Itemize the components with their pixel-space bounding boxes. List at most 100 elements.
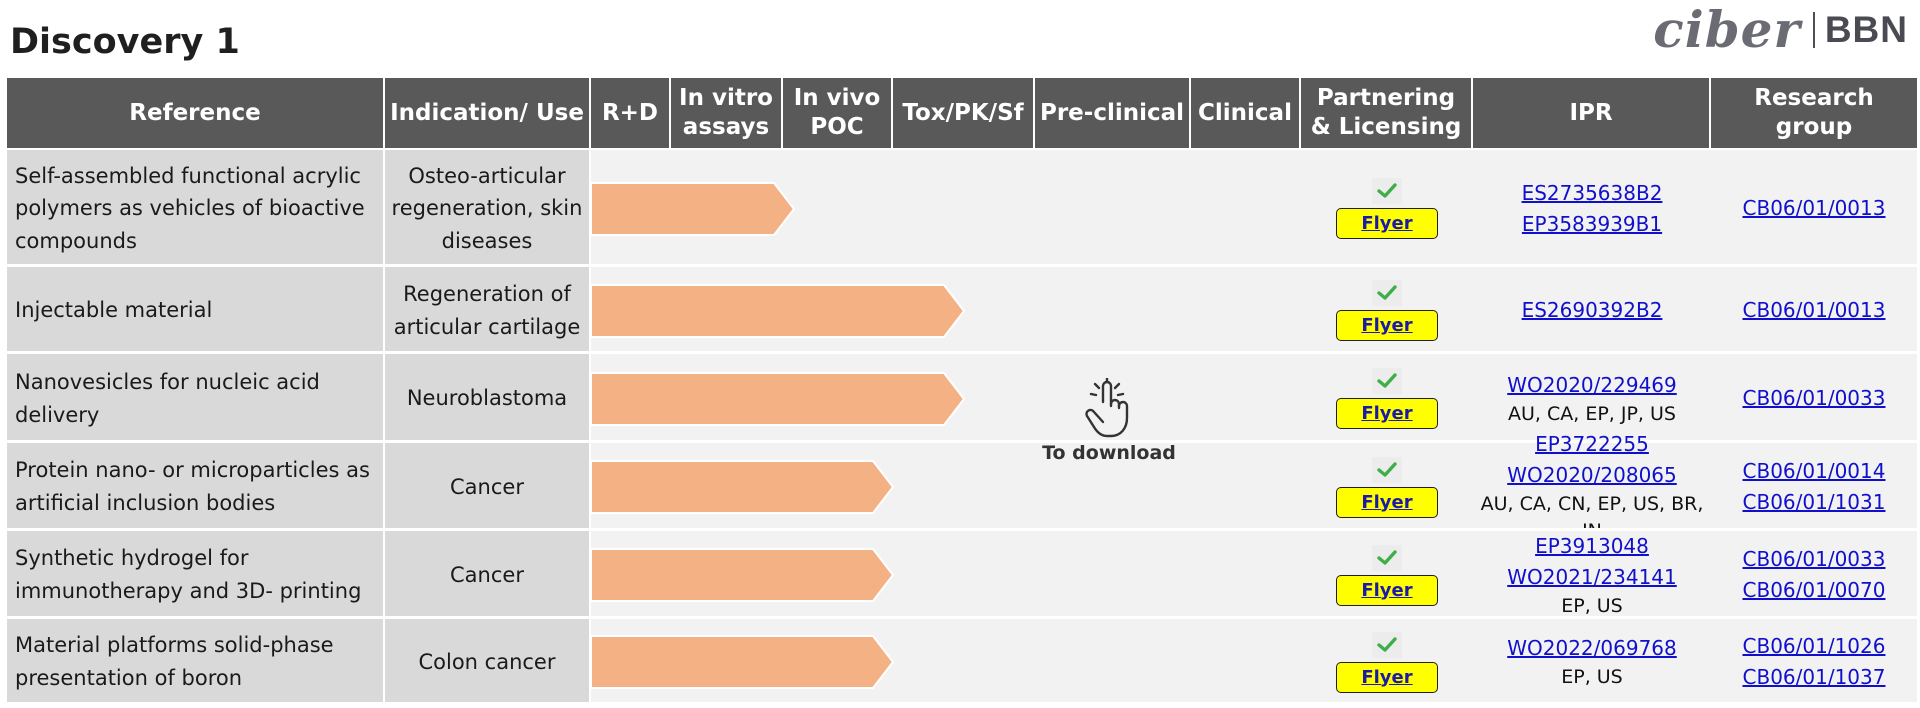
development-stage-cell — [591, 267, 1301, 354]
research-group-link[interactable]: CB06/01/0014 — [1742, 459, 1886, 483]
development-stage-cell — [591, 531, 1301, 619]
ipr-cell: ES2690392B2 — [1473, 267, 1711, 354]
logo-bbn-text: BBN — [1824, 9, 1908, 50]
table-header: Reference Indication/ Use R+D In vitro a… — [7, 78, 1917, 148]
flyer-button[interactable]: Flyer — [1336, 574, 1438, 606]
download-hint[interactable]: To download — [1035, 378, 1183, 464]
indication-cell: Osteo-articular regeneration, skin disea… — [385, 150, 591, 267]
ipr-countries: EP, US — [1561, 594, 1623, 617]
reference-cell: Synthetic hydrogel for immunotherapy and… — [7, 531, 385, 619]
research-group-link[interactable]: CB06/01/0033 — [1742, 386, 1886, 410]
reference-cell: Nanovesicles for nucleic acid delivery — [7, 354, 385, 443]
research-group-link[interactable]: CB06/01/1026 — [1742, 634, 1886, 658]
partnering-cell: Flyer — [1301, 619, 1473, 705]
checkmark-icon — [1372, 280, 1402, 306]
page-title: Discovery 1 — [10, 22, 240, 62]
research-group-cell: CB06/01/0014 CB06/01/1031 — [1711, 443, 1917, 531]
ipr-patent-link[interactable]: EP3722255 — [1535, 432, 1649, 457]
reference-text: Material platforms solid-phase presentat… — [15, 633, 334, 690]
partnering-cell: Flyer — [1301, 443, 1473, 531]
research-group-link[interactable]: CB06/01/0013 — [1742, 196, 1886, 220]
reference-text: Synthetic hydrogel for immunotherapy and… — [15, 546, 362, 603]
indication-cell: Cancer — [385, 531, 591, 619]
reference-text: Nanovesicles for nucleic acid delivery — [15, 369, 320, 427]
ipr-patent-link[interactable]: ES2690392B2 — [1521, 298, 1663, 322]
checkmark-icon — [1372, 544, 1402, 571]
header-reference: Reference — [7, 78, 385, 148]
table-row: Injectable material Regeneration of artic… — [7, 267, 1917, 354]
development-stage-cell — [591, 354, 1301, 443]
research-group-link[interactable]: CB06/01/1037 — [1742, 665, 1886, 689]
indication-text: Cancer — [450, 474, 524, 499]
reference-text: Self-assembled functional acrylic polyme… — [15, 163, 365, 253]
research-group-link[interactable]: CB06/01/0013 — [1742, 298, 1886, 322]
header-invitro: In vitro assays — [671, 78, 783, 148]
progress-arrow — [591, 283, 966, 338]
reference-text: Protein nano- or microparticles as artif… — [15, 458, 370, 515]
indication-cell: Neuroblastoma — [385, 354, 591, 443]
partnering-cell: Flyer — [1301, 354, 1473, 443]
progress-arrow — [591, 635, 895, 689]
row-divider — [7, 616, 1917, 619]
partnering-cell: Flyer — [1301, 267, 1473, 354]
table-row: Material platforms solid-phase presentat… — [7, 619, 1917, 705]
ipr-patent-link[interactable]: WO2020/208065 — [1507, 463, 1677, 488]
indication-cell: Cancer — [385, 443, 591, 531]
row-divider — [7, 702, 1917, 705]
indication-text: Osteo-articular regeneration, skin disea… — [391, 163, 583, 253]
ciber-bbn-logo: ciber BBN — [1653, 4, 1908, 56]
ipr-patent-link[interactable]: WO2021/234141 — [1507, 564, 1677, 589]
research-group-link[interactable]: CB06/01/0070 — [1742, 578, 1886, 602]
reference-cell: Material platforms solid-phase presentat… — [7, 619, 385, 705]
partnering-cell: Flyer — [1301, 150, 1473, 267]
flyer-button[interactable]: Flyer — [1336, 486, 1438, 518]
ipr-patent-link[interactable]: ES2735638B2 — [1521, 180, 1663, 205]
research-group-link[interactable]: CB06/01/0033 — [1742, 547, 1886, 571]
flyer-button[interactable]: Flyer — [1336, 208, 1438, 239]
table-row: Synthetic hydrogel for immunotherapy and… — [7, 531, 1917, 619]
progress-arrow — [591, 181, 796, 236]
row-divider — [7, 528, 1917, 531]
reference-cell: Self-assembled functional acrylic polyme… — [7, 150, 385, 267]
table-row: Self-assembled functional acrylic polyme… — [7, 150, 1917, 267]
ipr-patent-link[interactable]: WO2020/229469 — [1507, 372, 1677, 397]
research-group-cell: CB06/01/0013 — [1711, 150, 1917, 267]
discovery-table: Reference Indication/ Use R+D In vitro a… — [7, 78, 1917, 705]
research-group-cell: CB06/01/0033 CB06/01/0070 — [1711, 531, 1917, 619]
indication-cell: Regeneration of articular cartilage — [385, 267, 591, 354]
indication-text: Cancer — [450, 562, 524, 587]
header-clinical: Clinical — [1191, 78, 1301, 148]
pointing-hand-icon[interactable] — [1079, 378, 1139, 440]
indication-text: Neuroblastoma — [406, 386, 568, 411]
research-group-link[interactable]: CB06/01/1031 — [1742, 490, 1886, 514]
indication-cell: Colon cancer — [385, 619, 591, 705]
research-group-cell: CB06/01/0033 — [1711, 354, 1917, 443]
ipr-countries: EP, US — [1561, 666, 1623, 689]
progress-arrow — [591, 371, 966, 426]
flyer-button[interactable]: Flyer — [1336, 398, 1438, 429]
reference-cell: Protein nano- or microparticles as artif… — [7, 443, 385, 531]
checkmark-icon — [1372, 178, 1402, 204]
checkmark-icon — [1372, 456, 1402, 483]
logo-ciber-text: ciber — [1653, 0, 1801, 59]
download-label: To download — [1042, 442, 1176, 464]
ipr-patent-link[interactable]: EP3913048 — [1535, 533, 1649, 558]
development-stage-cell — [591, 619, 1301, 705]
header-tox: Tox/PK/Sf — [893, 78, 1035, 148]
header-research-group: Research group — [1711, 78, 1917, 148]
ipr-cell: EP3722255 WO2020/208065 AU, CA, CN, EP, US… — [1473, 432, 1711, 542]
row-divider — [7, 440, 1917, 443]
table-row: Protein nano- or microparticles as artif… — [7, 432, 1917, 542]
header-ipr: IPR — [1473, 78, 1711, 148]
research-group-cell: CB06/01/0013 — [1711, 267, 1917, 354]
ipr-patent-link[interactable]: WO2022/069768 — [1507, 636, 1677, 661]
flyer-button[interactable]: Flyer — [1336, 661, 1438, 693]
ipr-cell: EP3913048 WO2021/234141 EP, US — [1473, 531, 1711, 619]
header-preclinical: Pre-clinical — [1035, 78, 1191, 148]
partnering-cell: Flyer — [1301, 531, 1473, 619]
checkmark-icon — [1372, 631, 1402, 658]
header-partnering: Partnering & Licensing — [1301, 78, 1473, 148]
ipr-patent-link[interactable]: EP3583939B1 — [1521, 211, 1663, 236]
row-divider — [7, 351, 1917, 354]
flyer-button[interactable]: Flyer — [1336, 310, 1438, 341]
